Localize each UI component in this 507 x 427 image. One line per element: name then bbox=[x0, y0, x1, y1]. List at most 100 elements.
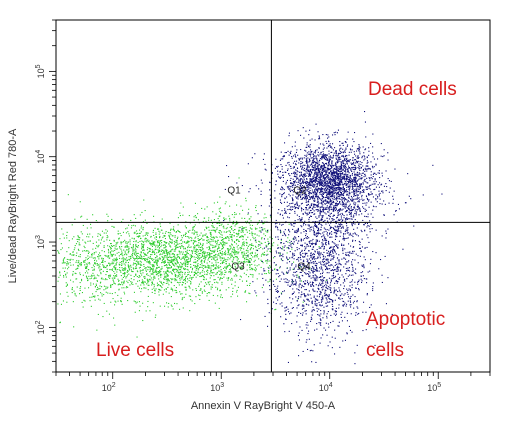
data-point-live bbox=[79, 263, 81, 265]
data-point-live bbox=[181, 263, 183, 265]
data-point-live bbox=[183, 262, 185, 264]
data-point-live bbox=[98, 298, 100, 300]
data-point-live bbox=[242, 228, 244, 230]
data-point-live bbox=[169, 245, 171, 247]
data-point-live bbox=[187, 278, 189, 280]
data-point-live bbox=[228, 239, 230, 241]
data-point-dead bbox=[282, 158, 284, 160]
data-point-dead bbox=[352, 209, 354, 211]
data-point-dead bbox=[301, 157, 303, 159]
data-point-live bbox=[218, 215, 220, 217]
data-point-live bbox=[231, 251, 233, 253]
data-point-live bbox=[149, 256, 151, 258]
data-point-live bbox=[163, 271, 165, 273]
data-point-live bbox=[120, 271, 122, 273]
data-point-live bbox=[151, 282, 153, 284]
data-point-dead bbox=[302, 189, 304, 191]
data-point-dead bbox=[301, 178, 303, 180]
data-point-live bbox=[171, 242, 173, 244]
data-point-dead bbox=[353, 206, 355, 208]
data-point-live bbox=[74, 247, 76, 249]
data-point-live bbox=[175, 248, 177, 250]
data-point-live bbox=[178, 256, 180, 258]
data-point-dead bbox=[328, 162, 330, 164]
data-point-dead bbox=[327, 170, 329, 172]
data-point-dead bbox=[315, 179, 317, 181]
data-point-live bbox=[115, 258, 117, 260]
data-point-live bbox=[224, 242, 226, 244]
data-point-live bbox=[99, 270, 101, 272]
data-point-live bbox=[107, 248, 109, 250]
data-point-live bbox=[133, 276, 135, 278]
data-point-live bbox=[171, 273, 173, 275]
data-point-live bbox=[183, 267, 185, 269]
data-point-live bbox=[261, 237, 263, 239]
data-point-live bbox=[150, 236, 152, 238]
data-point-live bbox=[260, 246, 262, 248]
data-point-live bbox=[288, 223, 290, 225]
data-point-live bbox=[75, 255, 77, 257]
data-point-live bbox=[176, 291, 178, 293]
data-point-live bbox=[184, 254, 186, 256]
data-point-live bbox=[83, 299, 85, 301]
data-point-dead bbox=[375, 199, 377, 201]
data-point-live bbox=[239, 275, 241, 277]
data-point-dead bbox=[292, 178, 294, 180]
data-point-live bbox=[300, 266, 302, 268]
data-point-dead bbox=[344, 163, 346, 165]
data-point-live bbox=[178, 250, 180, 252]
data-point-live bbox=[219, 222, 221, 224]
data-point-live bbox=[200, 288, 202, 290]
data-point-dead bbox=[274, 167, 276, 169]
data-point-dead bbox=[353, 169, 355, 171]
data-point-live bbox=[199, 249, 201, 251]
data-point-dead bbox=[353, 167, 355, 169]
data-point-live bbox=[143, 244, 145, 246]
data-point-live bbox=[196, 267, 198, 269]
data-point-live bbox=[85, 250, 87, 252]
data-point-dead bbox=[351, 180, 353, 182]
data-point-dead bbox=[335, 204, 337, 206]
data-point-dead bbox=[348, 180, 350, 182]
data-point-live bbox=[114, 268, 116, 270]
data-point-dead bbox=[355, 167, 357, 169]
data-point-live bbox=[96, 264, 98, 266]
data-point-live bbox=[227, 254, 229, 256]
data-point-live bbox=[59, 271, 61, 273]
data-point-live bbox=[82, 250, 84, 252]
data-point-live bbox=[237, 258, 239, 260]
data-point-live bbox=[186, 262, 188, 264]
data-point-live bbox=[81, 233, 83, 235]
data-point-live bbox=[189, 254, 191, 256]
data-point-live bbox=[147, 256, 149, 258]
data-point-live bbox=[141, 245, 143, 247]
data-point-live bbox=[230, 279, 232, 281]
data-point-dead bbox=[308, 199, 310, 201]
data-point-dead bbox=[312, 162, 314, 164]
data-point-live bbox=[180, 271, 182, 273]
data-point-live bbox=[234, 250, 236, 252]
data-point-dead bbox=[362, 189, 364, 191]
data-point-dead bbox=[315, 180, 317, 182]
data-point-dead bbox=[322, 156, 324, 158]
data-point-dead bbox=[336, 155, 338, 157]
data-point-dead bbox=[348, 167, 350, 169]
data-point-dead bbox=[313, 167, 315, 169]
data-point-dead bbox=[308, 182, 310, 184]
data-point-live bbox=[286, 247, 288, 249]
data-point-live bbox=[236, 233, 238, 235]
data-point-live bbox=[162, 293, 164, 295]
data-point-dead bbox=[337, 169, 339, 171]
data-point-dead bbox=[344, 151, 346, 153]
data-point-dead bbox=[315, 194, 317, 196]
data-point-dead bbox=[330, 188, 332, 190]
data-point-live bbox=[126, 246, 128, 248]
data-point-dead bbox=[329, 181, 331, 183]
data-point-live bbox=[114, 247, 116, 249]
data-point-dead bbox=[276, 166, 278, 168]
data-point-live bbox=[78, 249, 80, 251]
data-point-dead bbox=[324, 154, 326, 156]
data-point-live bbox=[318, 246, 320, 248]
data-point-dead bbox=[357, 179, 359, 181]
data-point-dead bbox=[288, 217, 290, 219]
